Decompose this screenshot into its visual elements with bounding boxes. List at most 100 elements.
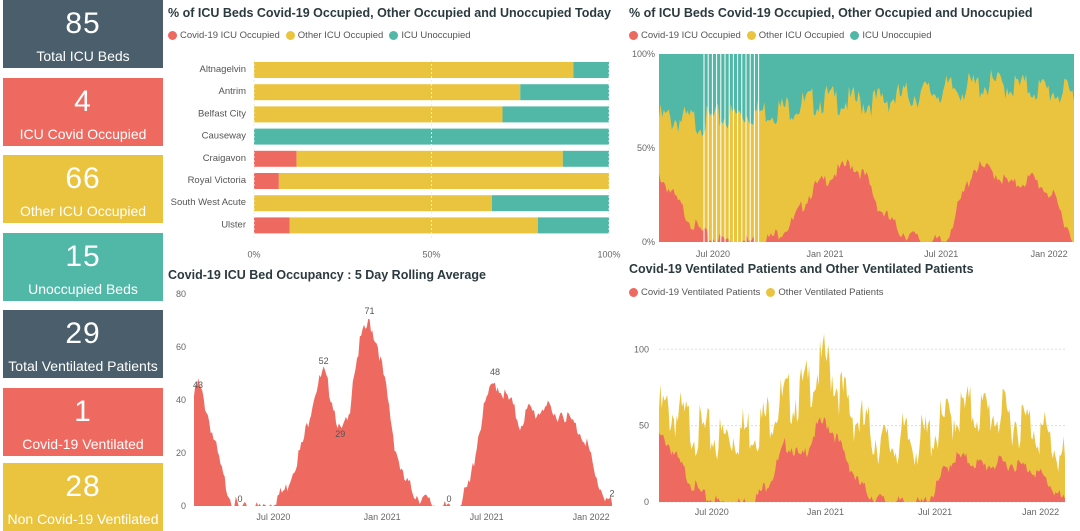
- kpi-value: 28: [65, 470, 101, 503]
- vent-xtick: Jul 2021: [918, 507, 952, 517]
- bar-category-label: Craigavon: [203, 153, 246, 164]
- kpi-card-non-covid-19-ventilated[interactable]: 28 Non Covid-19 Ventilated: [3, 463, 163, 531]
- kpi-label: Covid-19 Ventilated: [22, 436, 144, 452]
- kpi-card-covid-19-ventilated[interactable]: 1 Covid-19 Ventilated: [3, 388, 163, 456]
- pct-ytick: 100%: [632, 49, 655, 59]
- legend-other-dot: [285, 31, 295, 40]
- legend2-other-dot: [746, 31, 756, 40]
- roll-data-label: 71: [365, 306, 375, 316]
- kpi-value: 1: [74, 395, 92, 428]
- bar-category-label: Belfast City: [198, 108, 246, 119]
- kpi-value: 85: [65, 7, 101, 40]
- legend2-covid-dot: [629, 31, 638, 40]
- bar-chart-legend: Covid-19 ICU Occupied Other ICU Occupied…: [168, 30, 477, 41]
- roll-xtick: Jul 2021: [470, 512, 504, 522]
- kpi-card-total-icu-beds[interactable]: 85 Total ICU Beds: [3, 0, 163, 68]
- vent-xtick: Jul 2020: [695, 507, 729, 517]
- roll-ytick: 20: [176, 448, 186, 458]
- kpi-card-other-icu-occupied[interactable]: 66 Other ICU Occupied: [3, 155, 163, 223]
- vent-ytick: 0: [644, 497, 649, 507]
- legend4-covid-label: Covid-19 Ventilated Patients: [641, 287, 761, 298]
- kpi-card-icu-covid-occupied[interactable]: 4 ICU Covid Occupied: [3, 78, 163, 146]
- bar-segment-1[interactable]: [254, 62, 574, 78]
- roll-xtick: Jan 2022: [573, 512, 610, 522]
- legend2-covid[interactable]: Covid-19 ICU Occupied: [629, 30, 741, 41]
- bar-category-label: Altnagelvin: [200, 64, 246, 75]
- roll-ytick: 40: [176, 395, 186, 405]
- bar-segment-1[interactable]: [254, 84, 521, 101]
- roll-data-label: 0: [446, 494, 451, 504]
- pct-ytick: 50%: [637, 143, 655, 153]
- legend-other[interactable]: Other ICU Occupied: [285, 30, 384, 41]
- roll-ytick: 60: [176, 342, 186, 352]
- legend2-unoccupied[interactable]: ICU Unoccupied: [850, 30, 932, 41]
- bar-segment-2[interactable]: [491, 195, 609, 212]
- bar-segment-1[interactable]: [289, 217, 539, 234]
- roll-data-label: 0: [237, 494, 242, 504]
- bar-xtick: 50%: [422, 250, 440, 260]
- bar-chart-title: % of ICU Beds Covid-19 Occupied, Other O…: [168, 6, 611, 20]
- kpi-label: Other ICU Occupied: [19, 203, 147, 219]
- bar-segment-0[interactable]: [254, 150, 297, 167]
- ventilated-chart-title: Covid-19 Ventilated Patients and Other V…: [629, 262, 974, 276]
- vent-ytick: 100: [634, 344, 649, 354]
- bar-category-label: Royal Victoria: [188, 175, 247, 186]
- bar-segment-2[interactable]: [502, 106, 610, 123]
- ventilated-area-chart: 0 50 100 Jul 2020 Jan 2021 Jul 2021 Jan 2022: [634, 333, 1065, 517]
- legend2-other-label: Other ICU Occupied: [758, 30, 845, 41]
- bar-segment-2[interactable]: [573, 62, 610, 78]
- bar-segment-0[interactable]: [254, 173, 279, 189]
- vent-area-covid[interactable]: [659, 417, 1065, 502]
- kpi-value: 66: [65, 162, 101, 195]
- bar-segment-1[interactable]: [278, 173, 609, 189]
- bar-category-label: Ulster: [221, 219, 246, 230]
- roll-data-label: 52: [319, 356, 329, 366]
- bar-segment-2[interactable]: [520, 84, 609, 101]
- legend-unoccupied-dot: [389, 31, 399, 40]
- bar-segment-2[interactable]: [538, 217, 609, 234]
- bar-segment-2[interactable]: [562, 150, 609, 167]
- pct-area-chart: 0% 50% 100% Jul 2020 Jan 2021 Jul 2021 Jan 202…: [632, 49, 1074, 259]
- bar-segment-1[interactable]: [296, 150, 563, 167]
- legend2-other[interactable]: Other ICU Occupied: [746, 30, 845, 41]
- vent-xtick: Jan 2021: [807, 507, 844, 517]
- roll-xtick: Jan 2021: [364, 512, 401, 522]
- legend-unoccupied[interactable]: ICU Unoccupied: [389, 30, 471, 41]
- legend-other-label: Other ICU Occupied: [297, 30, 384, 41]
- kpi-label: Non Covid-19 Ventilated: [7, 511, 159, 527]
- legend-covid-label: Covid-19 ICU Occupied: [180, 30, 280, 41]
- legend-unoccupied-label: ICU Unoccupied: [401, 30, 471, 41]
- legend2-unoccupied-label: ICU Unoccupied: [862, 30, 932, 41]
- bar-segment-1[interactable]: [254, 195, 492, 212]
- kpi-label: ICU Covid Occupied: [19, 126, 147, 142]
- kpi-value: 15: [65, 240, 101, 273]
- vent-xtick: Jan 2022: [1022, 507, 1059, 517]
- bar-segment-0[interactable]: [254, 217, 290, 234]
- legend-covid-dot: [168, 31, 177, 40]
- kpi-value: 4: [74, 85, 92, 118]
- bar-segment-1[interactable]: [254, 106, 503, 123]
- roll-data-label: 2: [609, 489, 614, 499]
- roll-ytick: 0: [181, 501, 186, 511]
- kpi-label: Unoccupied Beds: [28, 281, 138, 297]
- legend4-other-label: Other Ventilated Patients: [778, 287, 884, 298]
- legend-covid[interactable]: Covid-19 ICU Occupied: [168, 30, 280, 41]
- legend4-other[interactable]: Other Ventilated Patients: [766, 287, 883, 298]
- pct-xtick: Jul 2021: [924, 249, 958, 259]
- kpi-label: Total ICU Beds: [36, 48, 130, 64]
- legend4-covid[interactable]: Covid-19 Ventilated Patients: [629, 287, 760, 298]
- pct-xtick: Jan 2022: [1031, 249, 1068, 259]
- rolling-area-chart: 0 20 40 60 80 43 0 52 29 71 0 48 2 Jul 2020 Jan 2021 Ju…: [176, 289, 615, 522]
- ventilated-chart-legend: Covid-19 Ventilated Patients Other Venti…: [629, 287, 889, 298]
- pct-area-chart-title: % of ICU Beds Covid-19 Occupied, Other O…: [629, 6, 1033, 20]
- kpi-card-unoccupied-beds[interactable]: 15 Unoccupied Beds: [3, 233, 163, 301]
- roll-area-covid[interactable]: [194, 318, 612, 506]
- legend4-covid-dot: [629, 288, 638, 297]
- bar-category-label: South West Acute: [171, 197, 246, 208]
- legend2-unoccupied-dot: [850, 31, 860, 40]
- kpi-label: Total Ventilated Patients: [8, 358, 158, 374]
- vent-ytick: 50: [639, 421, 649, 431]
- kpi-card-total-ventilated-patients[interactable]: 29 Total Ventilated Patients: [3, 310, 163, 378]
- rolling-chart-title: Covid-19 ICU Bed Occupancy : 5 Day Rolli…: [168, 268, 486, 282]
- bar-category-label: Causeway: [202, 131, 247, 142]
